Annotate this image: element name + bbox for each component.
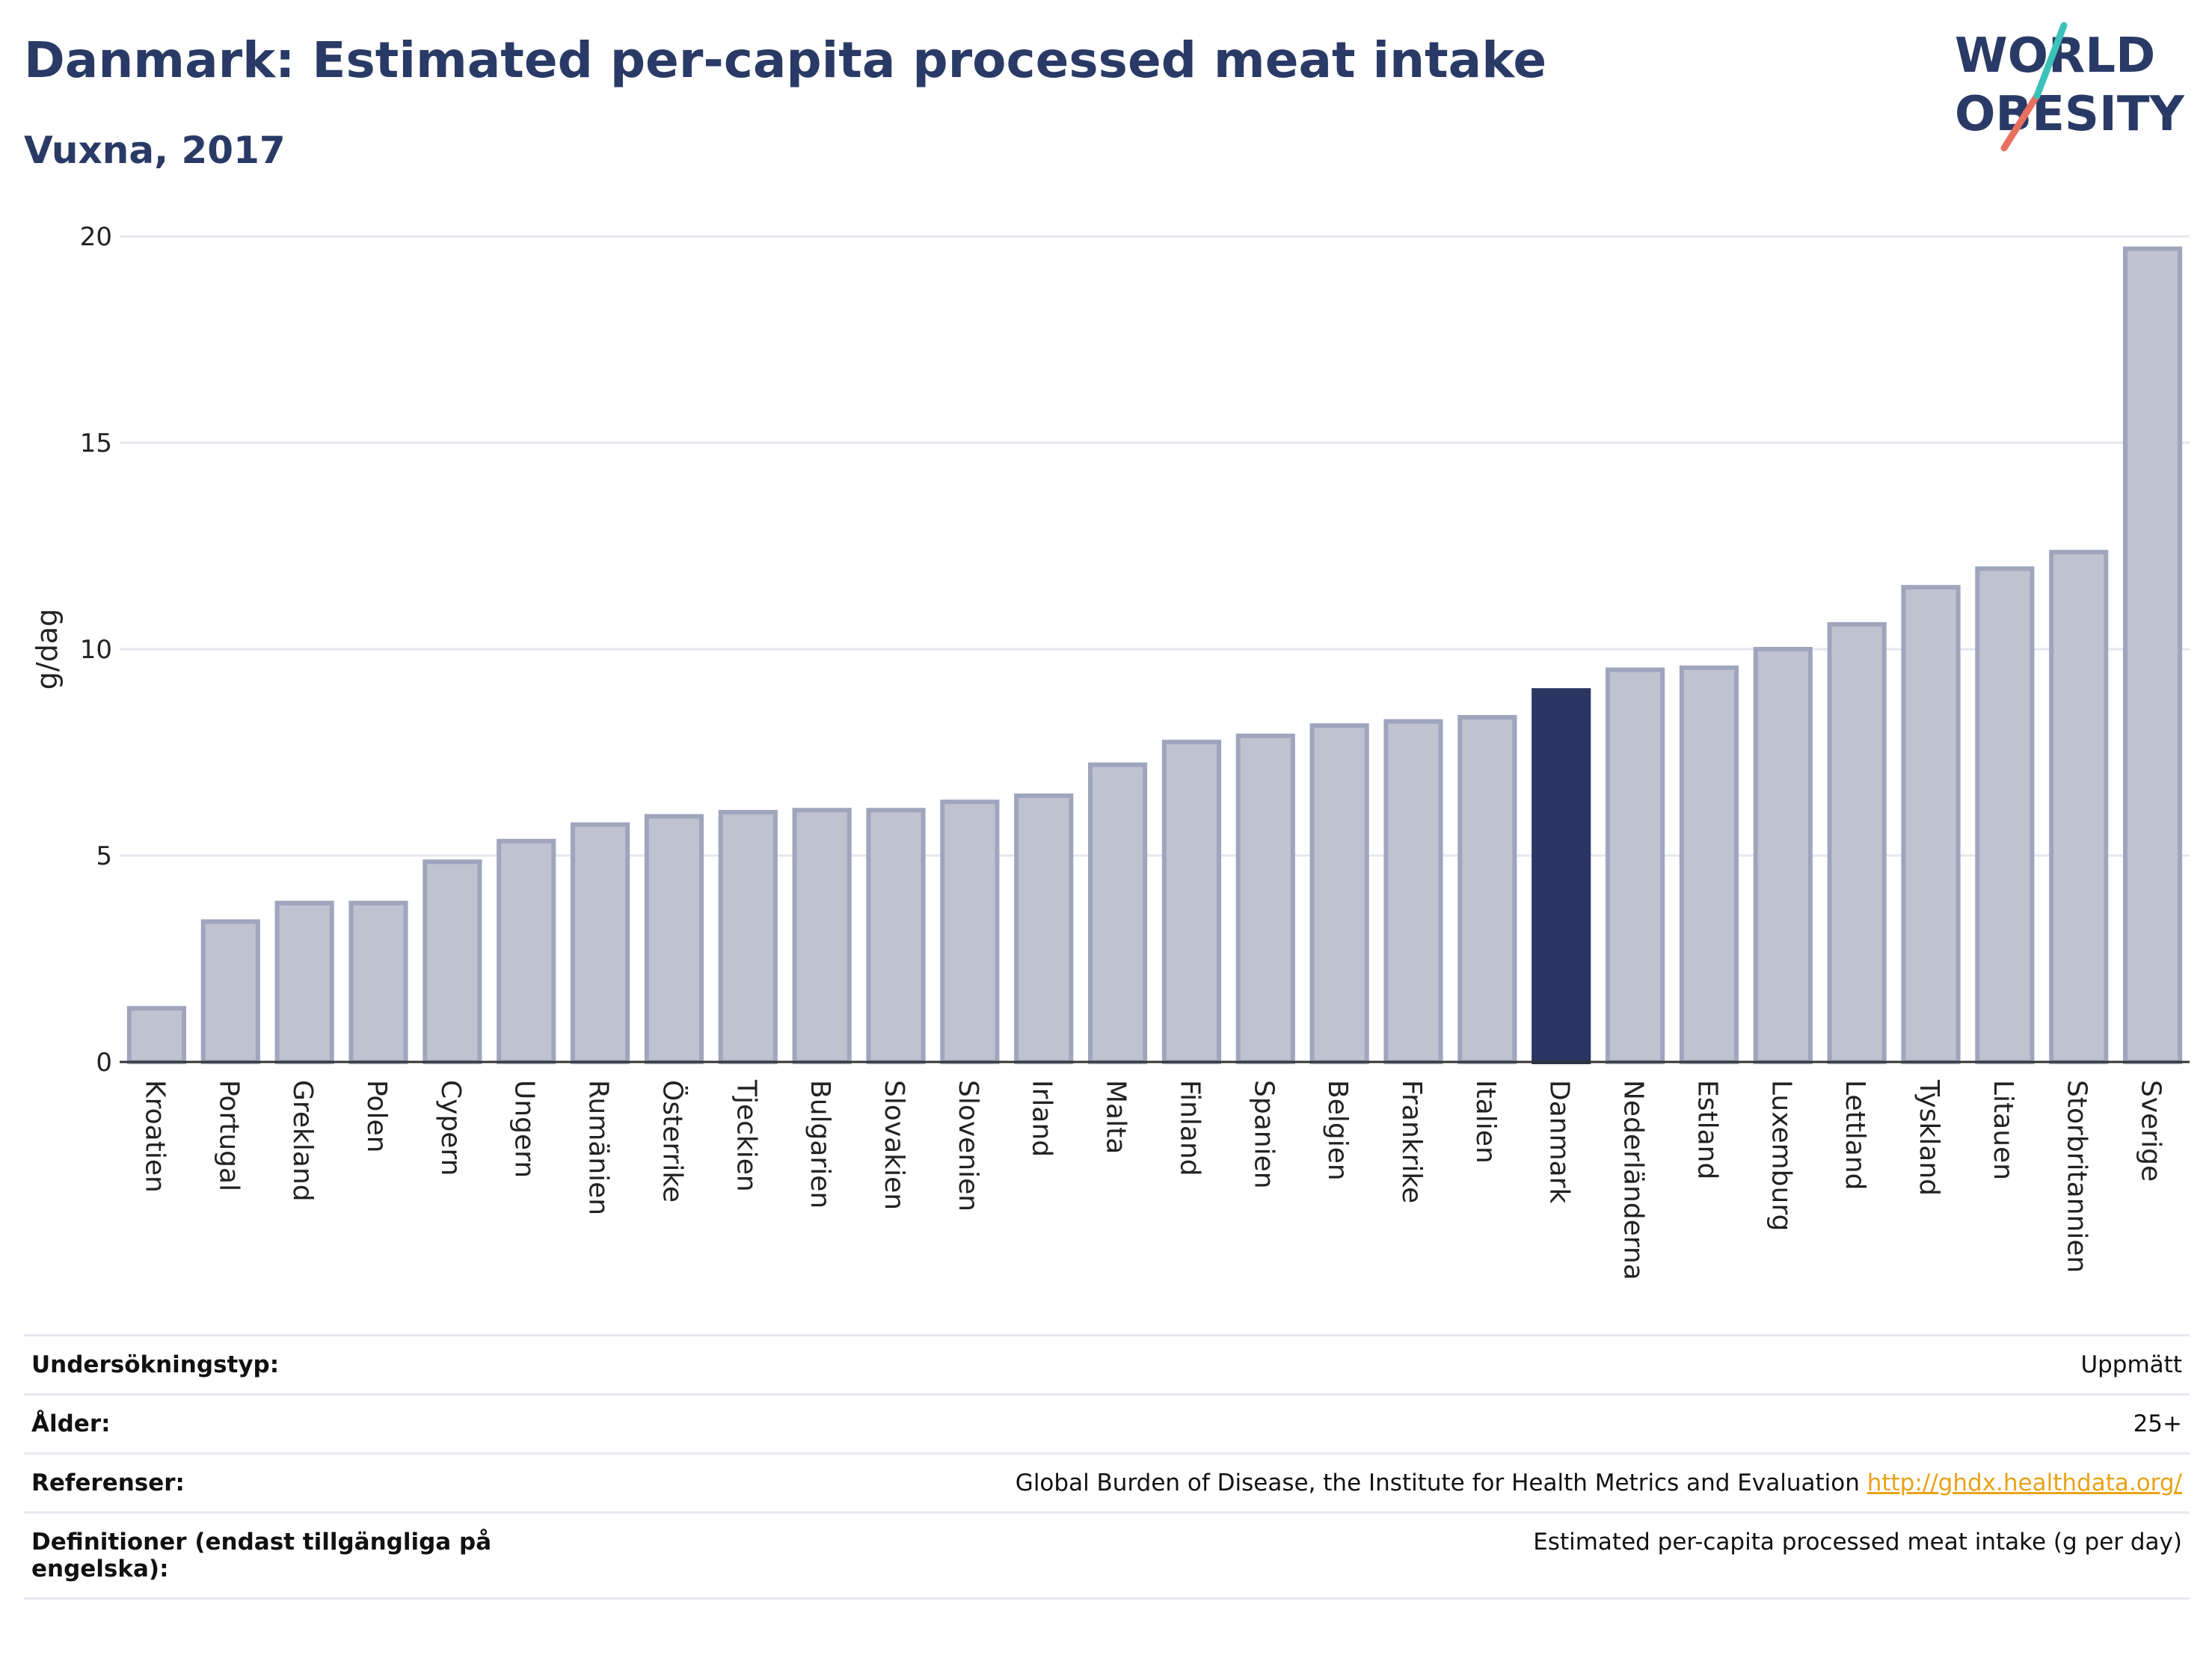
y-tick-label: 5 xyxy=(96,841,112,871)
bar-chart: 0 5 10 15 20 Kroatien Portugal Grekland Polen Cy… xyxy=(31,222,2190,1280)
x-tick-label: Polen xyxy=(361,1080,392,1152)
info-value: Estimated per-capita processed meat inta… xyxy=(517,1511,2190,1600)
x-tick-label: Italien xyxy=(1470,1080,1501,1164)
bar xyxy=(274,900,334,1064)
bar xyxy=(348,900,408,1064)
bar xyxy=(1605,667,1665,1064)
bar xyxy=(1975,566,2035,1064)
x-tick-label: Grekland xyxy=(287,1080,318,1202)
x-tick-label: Slovakien xyxy=(879,1080,909,1210)
bar xyxy=(792,808,852,1065)
bar xyxy=(1235,733,1295,1064)
bar xyxy=(1383,719,1443,1064)
bar xyxy=(1161,740,1222,1064)
x-tick-label: Spanien xyxy=(1248,1080,1279,1189)
svg-text:OBESITY: OBESITY xyxy=(1955,87,2184,142)
y-tick-label: 15 xyxy=(80,429,112,458)
bar xyxy=(1014,793,1074,1064)
bar xyxy=(2122,246,2183,1064)
bar xyxy=(126,1006,187,1064)
x-tick-label: Kroatien xyxy=(139,1080,170,1193)
bar xyxy=(866,808,926,1065)
x-tick-label: Sverige xyxy=(2136,1080,2166,1182)
info-value: 25+ xyxy=(517,1393,2190,1455)
y-axis-label: g/dag xyxy=(31,609,64,690)
info-label: Referenser: xyxy=(24,1452,517,1514)
x-tick-label: Luxemburg xyxy=(1766,1080,1796,1231)
info-label: Definitioner (endast tillgängliga på eng… xyxy=(24,1511,517,1600)
reference-text: Global Burden of Disease, the Institute … xyxy=(1015,1470,1860,1496)
bar xyxy=(1087,762,1148,1064)
bar xyxy=(200,919,260,1064)
x-tick-label: Rumänien xyxy=(583,1080,614,1215)
y-tick-label: 20 xyxy=(80,222,112,252)
x-tick-label: Tyskland xyxy=(1914,1079,1944,1196)
bar xyxy=(1531,688,1591,1064)
x-tick-label: Irland xyxy=(1027,1080,1057,1157)
bar xyxy=(1753,647,1813,1064)
reference-link[interactable]: http://ghdx.healthdata.org/ xyxy=(1867,1470,2182,1496)
info-value: Uppmätt xyxy=(517,1334,2190,1395)
x-tick-label: Österrike xyxy=(657,1080,688,1203)
x-axis-labels: Kroatien Portugal Grekland Polen Cypern Unger… xyxy=(139,1079,2166,1280)
bar xyxy=(570,822,630,1064)
y-tick-label: 10 xyxy=(80,635,112,665)
x-tick-label: Danmark xyxy=(1544,1080,1575,1204)
world-obesity-logo: WORLD OBESITY xyxy=(1955,22,2184,152)
x-tick-label: Bulgarien xyxy=(805,1080,835,1209)
info-label: Ålder: xyxy=(24,1393,517,1455)
bars xyxy=(126,246,2183,1065)
x-tick-label: Cypern xyxy=(435,1080,466,1176)
x-tick-label: Litauen xyxy=(1988,1080,2018,1180)
y-axis-ticks: 0 5 10 15 20 xyxy=(80,222,112,1078)
bar xyxy=(1679,665,1739,1064)
x-tick-label: Estland xyxy=(1692,1080,1722,1179)
info-value: Global Burden of Disease, the Institute … xyxy=(517,1452,2190,1514)
info-row-age: Ålder: 25+ xyxy=(24,1393,2190,1455)
info-label: Undersökningstyp: xyxy=(24,1334,517,1395)
x-tick-label: Tjeckien xyxy=(731,1079,761,1192)
bar xyxy=(1901,585,1961,1064)
x-tick-label: Nederländerna xyxy=(1618,1080,1649,1280)
bar xyxy=(1457,715,1517,1065)
bar xyxy=(644,814,704,1065)
chart-subtitle: Vuxna, 2017 xyxy=(24,129,286,172)
x-tick-label: Storbritannien xyxy=(2062,1080,2092,1273)
info-row-references: Referenser: Global Burden of Disease, th… xyxy=(24,1452,2190,1514)
bar xyxy=(1309,723,1369,1064)
x-tick-label: Frankrike xyxy=(1396,1080,1427,1203)
info-row-definitions: Definitioner (endast tillgängliga på eng… xyxy=(24,1511,2190,1600)
bar xyxy=(423,859,482,1065)
chart-title: Danmark: Estimated per-capita processed … xyxy=(24,31,1547,89)
bar xyxy=(718,810,778,1065)
x-tick-label: Portugal xyxy=(213,1080,244,1191)
x-tick-label: Slovenien xyxy=(953,1080,983,1212)
bar xyxy=(2049,550,2109,1064)
x-tick-label: Ungern xyxy=(509,1080,540,1178)
x-tick-label: Finland xyxy=(1174,1080,1205,1176)
bar xyxy=(940,799,1000,1064)
x-tick-label: Malta xyxy=(1101,1080,1131,1154)
bar xyxy=(1827,621,1887,1064)
y-tick-label: 0 xyxy=(96,1048,112,1078)
bar xyxy=(497,838,556,1065)
info-table: Undersökningstyp: Uppmätt Ålder: 25+ Ref… xyxy=(24,1334,2190,1600)
x-tick-label: Lettland xyxy=(1840,1080,1870,1191)
info-row-survey-type: Undersökningstyp: Uppmätt xyxy=(24,1334,2190,1395)
x-tick-label: Belgien xyxy=(1322,1080,1353,1181)
